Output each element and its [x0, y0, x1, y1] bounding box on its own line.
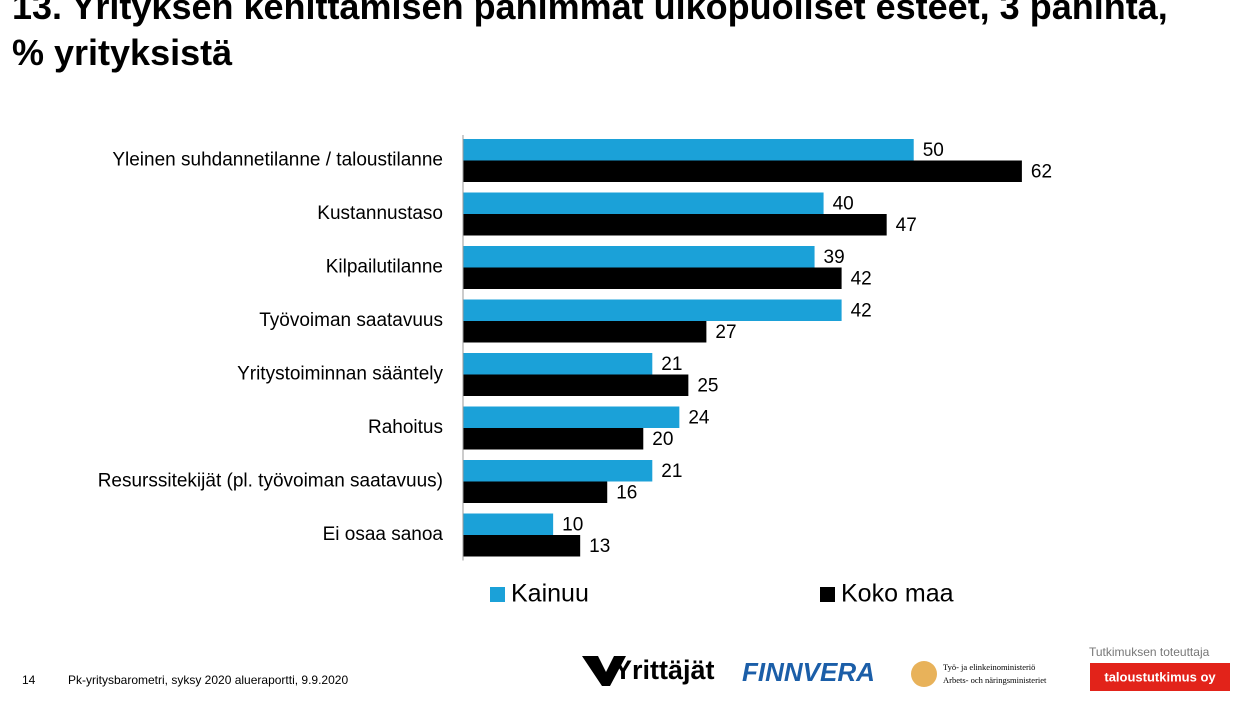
legend-label: Kainuu: [511, 580, 589, 608]
bar: [463, 406, 680, 428]
value-label: 39: [824, 247, 845, 268]
value-label: 25: [697, 375, 718, 396]
bar: [463, 428, 644, 450]
value-label: 42: [851, 300, 872, 321]
logo-box: [1090, 663, 1230, 691]
source: Pk-yritysbarometri, syksy 2020 aluerapor…: [68, 673, 348, 687]
logo-tem-sv: Arbets- och näringsministeriet: [943, 675, 1047, 685]
bar: [463, 267, 842, 289]
value-label: 16: [616, 482, 637, 503]
value-label: 62: [1031, 161, 1052, 182]
category-label: Yleinen suhdannetilanne / taloustilanne: [112, 150, 443, 171]
legend-label: Koko maa: [841, 580, 954, 608]
bar: [463, 460, 653, 482]
value-label: 10: [562, 514, 583, 535]
logo-yrittajat: Yrittäjät: [614, 655, 715, 685]
logo-taloustutkimus: taloustutkimus oy: [1104, 669, 1216, 684]
legend-swatch: [490, 587, 505, 602]
bar: [463, 481, 608, 503]
bar: [463, 513, 554, 535]
bar: [463, 246, 815, 268]
bar: [463, 192, 824, 214]
category-label: Yritystoiminnan sääntely: [237, 364, 443, 385]
bar: [463, 374, 689, 396]
logo-tem-fi: Työ- ja elinkeinoministeriö: [943, 662, 1035, 672]
bar: [463, 139, 914, 161]
value-label: 21: [661, 354, 682, 375]
bar: [463, 160, 1022, 182]
logo-finnvera: FINNVERA: [742, 657, 875, 687]
legend-swatch: [820, 587, 835, 602]
value-label: 24: [688, 407, 710, 428]
bar: [463, 214, 887, 236]
logo-mark: [582, 656, 626, 686]
bar: [463, 299, 842, 321]
value-label: 47: [896, 215, 917, 236]
category-label: Ei osaa sanoa: [323, 524, 444, 545]
logo-crest: [911, 661, 937, 687]
value-label: 13: [589, 536, 610, 557]
value-label: 21: [661, 461, 682, 482]
bar: [463, 535, 581, 557]
logo-caption: Tutkimuksen toteuttaja: [1089, 645, 1210, 659]
page-number: 14: [22, 673, 36, 687]
category-label: Rahoitus: [368, 417, 443, 438]
value-label: 40: [833, 193, 854, 214]
bar: [463, 321, 707, 343]
category-label: Kilpailutilanne: [326, 257, 443, 278]
value-label: 27: [715, 322, 736, 343]
category-label: Kustannustaso: [317, 203, 443, 224]
value-label: 50: [923, 140, 944, 161]
category-label: Työvoiman saatavuus: [259, 310, 443, 331]
value-label: 42: [851, 268, 872, 289]
bar: [463, 353, 653, 375]
value-label: 20: [652, 429, 673, 450]
chart-title: 13. Yrityksen kehittämisen pahimmat ulko…: [12, 0, 1168, 73]
category-label: Resurssitekijät (pl. työvoiman saatavuus…: [98, 471, 443, 492]
